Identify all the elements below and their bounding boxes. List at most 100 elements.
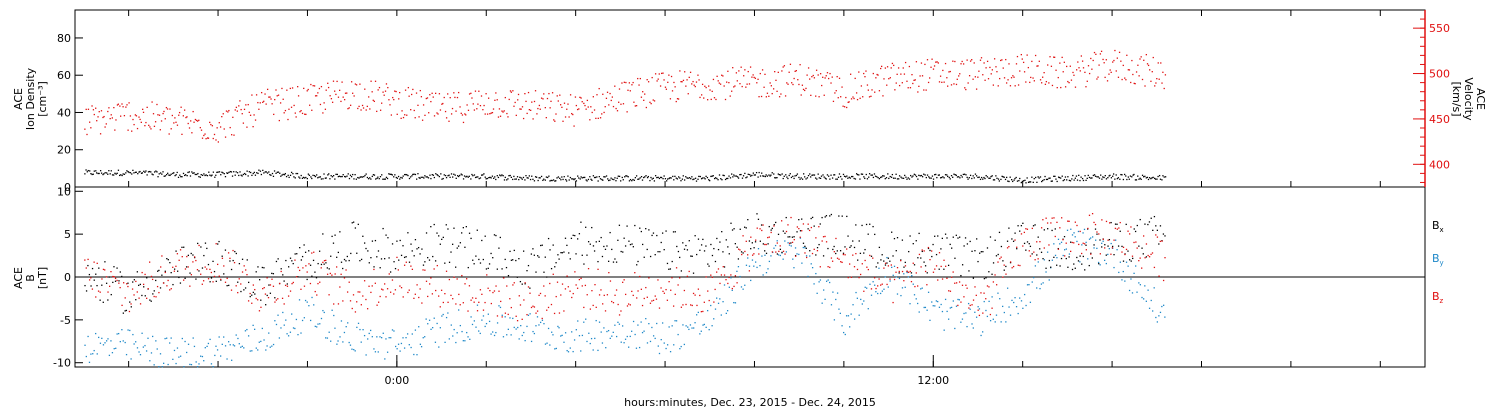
velocity-point — [590, 106, 592, 108]
density-point — [792, 175, 794, 178]
bx-point — [787, 236, 789, 238]
velocity-point — [343, 98, 346, 101]
by-point — [1013, 301, 1015, 304]
bz-point — [595, 306, 597, 308]
bx-point — [198, 270, 200, 272]
density-point — [594, 176, 597, 179]
by-point — [991, 296, 993, 298]
density-point — [695, 180, 698, 182]
by-point — [1011, 299, 1013, 302]
bx-point — [699, 249, 701, 251]
bz-point — [87, 258, 89, 261]
velocity-point — [653, 100, 656, 102]
density-point — [697, 178, 699, 180]
bz-point — [155, 296, 157, 298]
velocity-point — [85, 108, 87, 111]
bx-point — [668, 268, 670, 270]
velocity-point — [213, 133, 216, 136]
density-point — [459, 174, 461, 177]
velocity-point — [805, 87, 807, 90]
bz-point — [277, 298, 279, 300]
velocity-point — [860, 85, 863, 87]
velocity-point — [153, 125, 156, 127]
by-point — [563, 341, 565, 343]
bx-point — [143, 286, 145, 288]
density-point — [1137, 175, 1139, 177]
density-point — [426, 176, 429, 178]
by-point — [934, 305, 936, 307]
velocity-point — [90, 127, 92, 129]
bx-point — [634, 224, 636, 227]
by-point — [551, 331, 553, 333]
velocity-point — [1036, 65, 1038, 67]
bz-point — [759, 228, 761, 230]
by-point — [470, 316, 472, 318]
bz-point — [521, 318, 523, 320]
density-point — [768, 174, 770, 176]
bx-point — [484, 235, 486, 237]
by-point — [482, 315, 485, 317]
bx-point — [535, 271, 537, 273]
by-point — [1033, 276, 1035, 279]
by-point — [115, 347, 117, 349]
velocity-point — [775, 79, 777, 81]
density-point — [843, 175, 846, 177]
velocity-point — [929, 77, 931, 79]
density-point — [914, 174, 917, 176]
by-point — [323, 311, 325, 314]
by-point — [632, 320, 635, 323]
by-point — [558, 327, 560, 329]
bz-point — [476, 310, 479, 312]
density-point — [811, 174, 813, 176]
velocity-point — [1086, 80, 1088, 82]
density-point — [490, 177, 492, 179]
by-point — [360, 341, 362, 343]
velocity-point — [291, 87, 294, 89]
bx-point — [730, 222, 732, 224]
velocity-point — [1021, 58, 1023, 60]
bz-point — [813, 248, 815, 250]
density-point — [963, 173, 966, 175]
velocity-point — [711, 90, 713, 93]
velocity-point — [495, 92, 497, 94]
by-point — [717, 302, 720, 304]
velocity-point — [540, 97, 543, 99]
by-point — [626, 335, 628, 338]
by-point — [883, 288, 885, 290]
bz-point — [337, 303, 340, 305]
by-point — [326, 337, 329, 339]
bx-point — [1056, 264, 1058, 266]
bx-point — [102, 301, 104, 303]
bz-point — [195, 259, 197, 262]
bz-point — [237, 291, 239, 294]
velocity-point — [973, 62, 975, 64]
density-point — [332, 174, 335, 177]
by-point — [915, 298, 917, 300]
velocity-point — [667, 81, 669, 83]
velocity-point — [1110, 71, 1112, 74]
density-point — [653, 180, 656, 182]
bz-point — [407, 291, 409, 294]
velocity-point — [329, 95, 331, 97]
bz-point — [391, 279, 394, 281]
velocity-point — [592, 96, 594, 98]
velocity-point — [749, 66, 752, 68]
bz-point — [85, 267, 87, 269]
by-point — [966, 325, 968, 328]
density-point — [512, 178, 514, 181]
velocity-point — [650, 102, 652, 105]
density-point — [855, 173, 858, 175]
bz-point — [649, 302, 652, 304]
bx-point — [1130, 260, 1132, 262]
bz-point — [920, 266, 922, 268]
velocity-point — [1033, 80, 1035, 82]
bz-point — [594, 284, 596, 286]
bz-point — [366, 308, 369, 310]
bx-point — [488, 263, 491, 265]
density-point — [216, 171, 218, 174]
velocity-point — [450, 113, 453, 115]
density-point — [319, 176, 322, 178]
velocity-point — [569, 94, 572, 96]
velocity-point — [894, 89, 896, 91]
by-point — [546, 342, 548, 344]
